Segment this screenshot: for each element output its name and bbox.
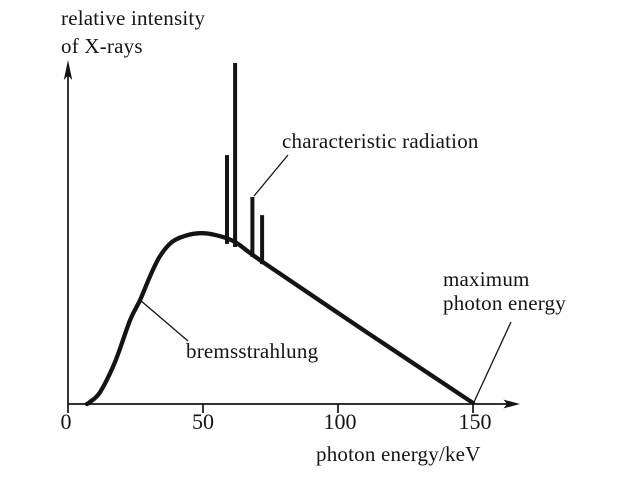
x-tick-label-50: 50 xyxy=(192,409,214,434)
axes xyxy=(67,74,507,413)
y-axis-label-line2: of X-rays xyxy=(61,34,143,58)
annotation-characteristic-radiation: characteristic radiation xyxy=(282,129,479,153)
x-axis-arrowhead-icon xyxy=(503,399,520,409)
bremsstrahlung-curve xyxy=(84,231,476,407)
x-tick-label-150: 150 xyxy=(458,409,492,434)
leader-bremsstrahlung xyxy=(139,299,189,342)
x-tick-label-100: 100 xyxy=(323,409,357,434)
leader-maximum-photon-energy xyxy=(473,321,512,403)
annotation-maximum-line1: maximum xyxy=(443,267,530,291)
series-layer xyxy=(84,63,476,407)
x-axis-label: photon energy/keV xyxy=(316,442,481,466)
x-tick-label-0: 0 xyxy=(60,409,72,434)
annotation-bremsstrahlung: bremsstrahlung xyxy=(186,339,319,363)
annotation-maximum-line2: photon energy xyxy=(443,291,566,315)
leader-characteristic-radiation xyxy=(253,154,289,197)
y-axis-arrowhead-icon xyxy=(63,60,73,80)
y-axis-label-line1: relative intensity xyxy=(61,6,206,30)
annotation-maximum-photon-energy: maximum photon energy xyxy=(443,267,566,315)
y-axis-label: relative intensity of X-rays xyxy=(61,4,205,60)
leader-lines xyxy=(139,154,512,403)
